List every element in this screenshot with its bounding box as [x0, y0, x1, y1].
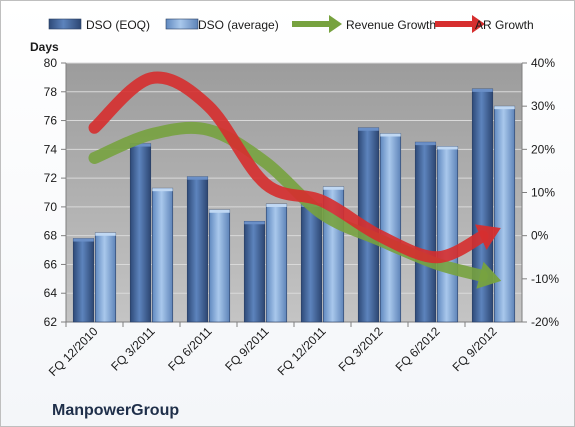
legend-item-ar-growth: AR Growth: [435, 15, 534, 33]
bar-cap: [187, 176, 208, 180]
legend-label: Revenue Growth: [346, 18, 436, 32]
x-tick-label: FQ 6/2012: [393, 324, 443, 374]
ar-growth-arrowhead: [474, 224, 501, 250]
bar-cap: [266, 204, 287, 208]
bar-cap: [95, 232, 116, 236]
bar-dso-eoq: [414, 141, 437, 323]
x-tick-label: FQ 12/2010: [46, 324, 101, 379]
bar-dso-average: [436, 146, 459, 323]
y2-tick-label: 10%: [531, 186, 555, 200]
y2-tick-label: 30%: [531, 99, 555, 113]
bar-cap: [323, 186, 344, 190]
y-tick-label: 70: [44, 200, 58, 214]
y2-tick-label: -20%: [531, 315, 559, 329]
y2-tick-label: 20%: [531, 142, 555, 156]
y-tick-label: 62: [44, 315, 58, 329]
ar-growth-line: [88, 71, 489, 264]
bar-dso-average: [151, 187, 174, 323]
bar-cap: [415, 142, 436, 146]
y-tick-label: 66: [44, 257, 58, 271]
x-tick-label: FQ 12/2011: [275, 324, 329, 378]
bar-cap: [244, 221, 265, 225]
y-tick-label: 68: [44, 229, 58, 243]
legend-swatch-arrow: [472, 15, 485, 33]
bar-cap: [437, 146, 458, 150]
legend-swatch: [165, 18, 199, 30]
bar-dso-eoq: [300, 203, 323, 323]
revenue-growth-arrowhead: [476, 261, 502, 289]
bar-cap: [130, 143, 151, 147]
x-tick-label: FQ 3/2011: [108, 324, 158, 374]
bar-cap: [472, 88, 493, 92]
bar-cap: [209, 209, 230, 213]
bar-cap: [494, 106, 515, 110]
legend-swatch-arrow: [329, 15, 342, 33]
bar-dso-eoq: [72, 238, 95, 323]
y-tick-label: 78: [44, 85, 58, 99]
bar-dso-eoq: [186, 176, 209, 323]
y2-tick-label: -10%: [531, 272, 559, 286]
bar-dso-eoq: [129, 143, 152, 323]
y-tick-label: 80: [44, 56, 58, 70]
company-name: ManpowerGroup: [52, 402, 179, 419]
y-tick-label: 76: [44, 114, 58, 128]
legend-item-dso-average: DSO (average): [165, 18, 279, 32]
legend-item-revenue-growth: Revenue Growth: [292, 15, 436, 33]
bar-dso-eoq: [471, 88, 494, 323]
legend-label: DSO (average): [198, 18, 279, 32]
bar-dso-average: [493, 105, 516, 323]
bar-dso-average: [379, 133, 402, 323]
bar-cap: [380, 133, 401, 137]
legend-swatch: [48, 18, 82, 30]
x-tick-label: FQ 3/2012: [336, 324, 386, 374]
y-tick-label: 74: [44, 142, 58, 156]
x-tick-label: FQ 9/2011: [222, 324, 272, 374]
bar-cap: [152, 188, 173, 192]
bar-dso-average: [94, 232, 117, 323]
legend-item-dso-eoq: DSO (EOQ): [48, 18, 150, 32]
bar-dso-average: [208, 209, 231, 323]
legend-label: DSO (EOQ): [86, 18, 150, 32]
bar-cap: [358, 127, 379, 131]
y2-tick-label: 0%: [531, 229, 549, 243]
bar-dso-average: [265, 203, 288, 323]
bar-dso-eoq: [243, 220, 266, 323]
y-tick-label: 64: [44, 286, 58, 300]
x-tick-label: FQ 9/2012: [450, 324, 500, 374]
y-tick-label: 72: [44, 171, 58, 185]
bar-cap: [73, 238, 94, 242]
legend-label: AR Growth: [475, 18, 534, 32]
y-axis-title: Days: [30, 40, 59, 54]
x-tick-label: FQ 6/2011: [165, 324, 215, 374]
y2-tick-label: 40%: [531, 56, 555, 70]
